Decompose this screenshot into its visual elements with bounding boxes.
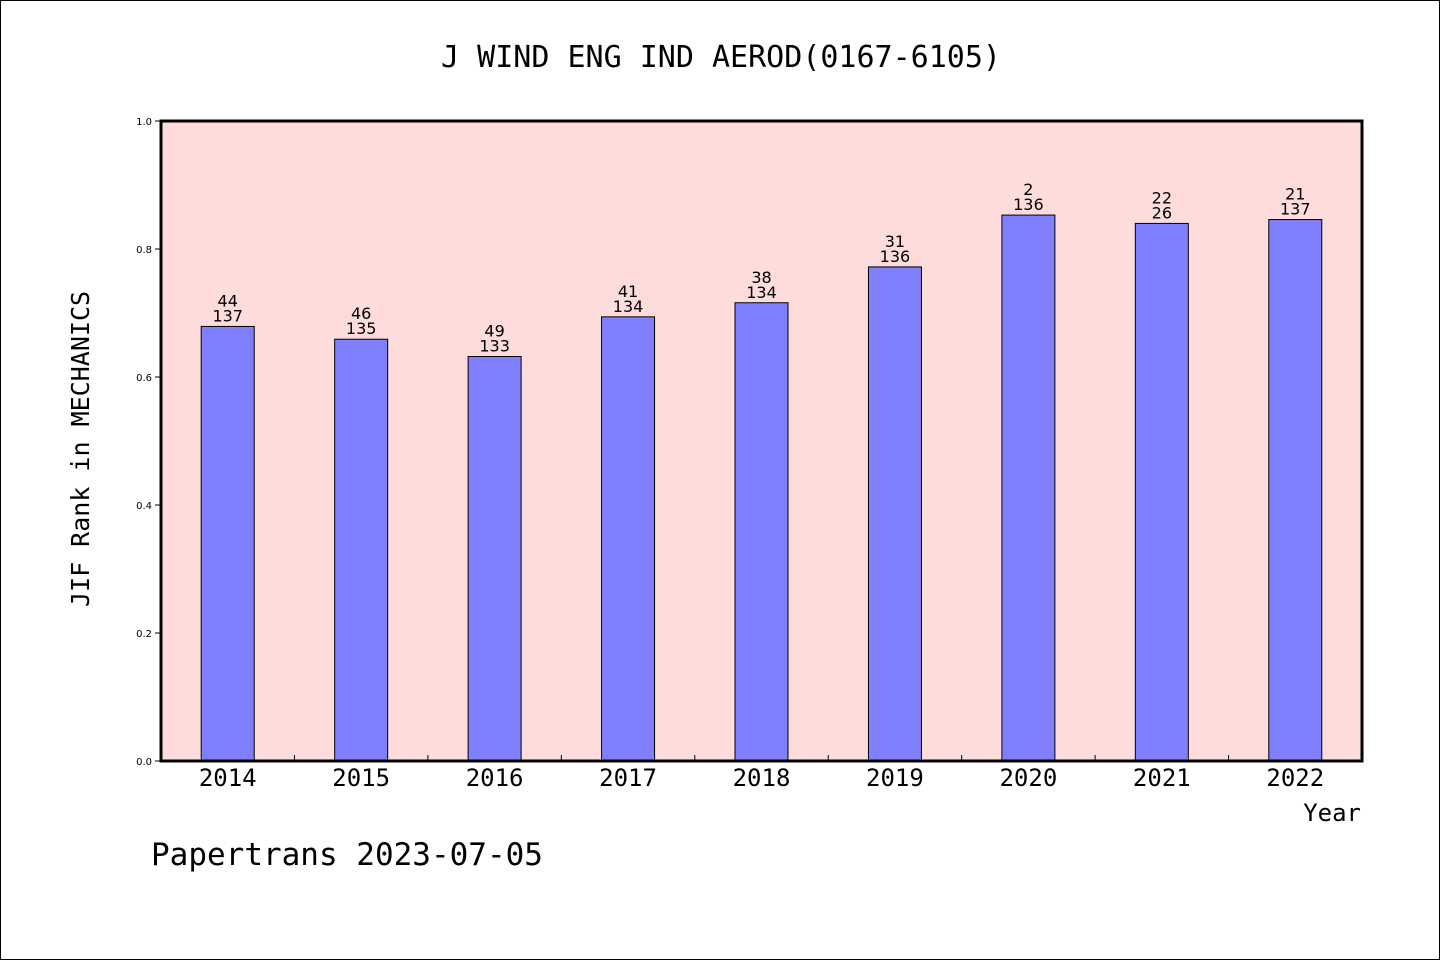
bar-rank-label-2021: 22 xyxy=(1152,188,1172,207)
bar-2016 xyxy=(467,356,522,762)
y-axis-label: JIF Rank in MECHANICS xyxy=(66,291,95,607)
x-tick-label-2021: 2021 xyxy=(1133,764,1191,792)
bar-rank-label-2018: 38 xyxy=(751,268,771,287)
x-tick-label-2022: 2022 xyxy=(1266,764,1324,792)
x-tick-label-2017: 2017 xyxy=(599,764,657,792)
x-tick-label-2020: 2020 xyxy=(999,764,1057,792)
y-tick-label: 1.0 xyxy=(136,117,152,128)
y-axis-ticks: 0.0 0.2 0.4 0.6 0.8 1.0 xyxy=(136,117,161,768)
bar-rank-label-2016: 49 xyxy=(484,322,504,341)
bar-total-label-2017: 134 xyxy=(613,297,644,316)
x-tick-label-2019: 2019 xyxy=(866,764,924,792)
bar-2018 xyxy=(734,302,789,762)
y-tick-label: 0.2 xyxy=(136,629,152,640)
y-tick-label: 0.0 xyxy=(136,757,152,768)
y-tick-label: 0.6 xyxy=(136,373,152,384)
bar-total-label-2022: 137 xyxy=(1280,200,1311,219)
bar-2014 xyxy=(200,325,255,762)
bar-total-label-2014: 137 xyxy=(212,306,243,325)
bar-total-label-2018: 134 xyxy=(746,283,777,302)
bar-2017 xyxy=(601,316,656,762)
bar-2019 xyxy=(867,266,922,762)
bar-2022 xyxy=(1268,219,1323,762)
x-tick-label-2014: 2014 xyxy=(199,764,257,792)
bar-total-label-2016: 133 xyxy=(479,337,510,356)
bar-2015 xyxy=(334,338,389,762)
bar-rank-label-2017: 41 xyxy=(618,282,638,301)
bar-total-label-2021: 26 xyxy=(1152,203,1172,222)
bar-rank-label-2020: 2 xyxy=(1023,180,1033,199)
bar-rank-label-2015: 46 xyxy=(351,304,371,323)
plot-frame xyxy=(159,119,1364,763)
chart-title: J WIND ENG IND AEROD(0167-6105) xyxy=(441,40,1001,75)
bar-total-label-2019: 136 xyxy=(880,247,911,266)
y-tick-label: 0.4 xyxy=(136,501,152,512)
bar-total-label-2015: 135 xyxy=(346,319,377,338)
y-tick-label: 0.8 xyxy=(136,245,152,256)
bar-rank-label-2019: 31 xyxy=(885,232,905,251)
x-axis-ticks: 2014 2015 2016 2017 2018 2019 2020 2021 2022 xyxy=(199,755,1324,792)
bar-total-label-2020: 136 xyxy=(1013,195,1044,214)
x-tick-label-2016: 2016 xyxy=(466,764,524,792)
bars-layer xyxy=(200,214,1323,762)
x-tick-label-2015: 2015 xyxy=(332,764,390,792)
bar-rank-label-2022: 21 xyxy=(1285,185,1305,204)
bar-rank-label-2014: 44 xyxy=(218,291,238,310)
x-axis-label: Year xyxy=(1303,799,1361,827)
bar-2020 xyxy=(1001,214,1056,762)
bar-2021 xyxy=(1134,222,1189,762)
x-tick-label-2018: 2018 xyxy=(733,764,791,792)
footer-date-note: Papertrans 2023-07-05 xyxy=(151,837,543,873)
